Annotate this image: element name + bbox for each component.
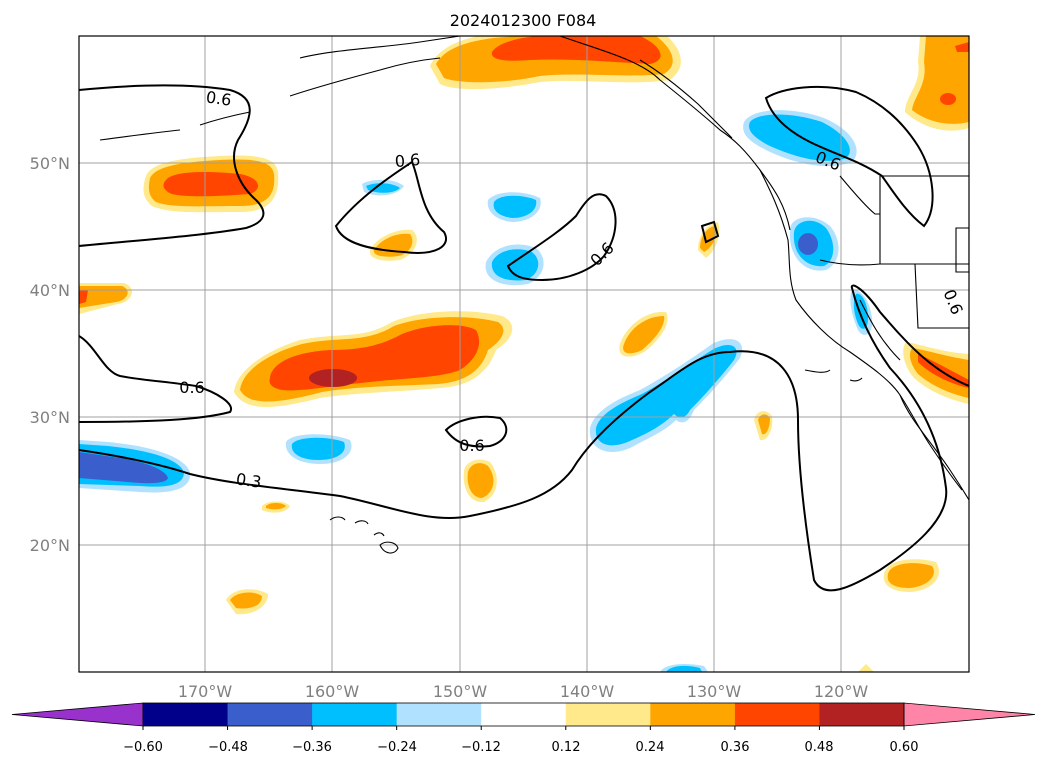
colorbar-swatch [396, 703, 482, 726]
lat-label-30n: 30°N [30, 408, 70, 427]
colorbar-label: −0.48 [208, 740, 248, 755]
contours [79, 84, 969, 592]
map-frame [78, 35, 970, 673]
lat-label-20n: 20°N [30, 536, 70, 555]
colorbar-frame [142, 702, 905, 727]
colorbar-swatch [312, 703, 398, 726]
colorbar-label: 0.60 [890, 740, 919, 755]
lon-label-170w: 170°W [178, 682, 233, 701]
contour-label-7: 0.6 [459, 436, 484, 455]
lon-label-140w: 140°W [560, 682, 615, 701]
colorbar-extend-max [903, 702, 1036, 727]
longitude-labels: 170°W 160°W 150°W 140°W 130°W 120°W [178, 682, 869, 701]
colorbar-swatches [11, 702, 1036, 727]
colorbar-swatch [734, 703, 820, 726]
colorbar-swatch [481, 703, 567, 726]
contour-label-6: 0.6 [179, 378, 204, 397]
colorbar: −0.60 −0.48 −0.36 −0.24 −0.12 0.12 0.24 … [11, 702, 1036, 755]
colorbar-label: −0.24 [377, 740, 417, 755]
map-area: 0.6 0.6 0.6 0.6 0.6 0.6 0.6 0.3 [79, 36, 969, 672]
lon-label-130w: 130°W [687, 682, 742, 701]
colorbar-ticks [142, 726, 905, 730]
colorbar-label: −0.12 [461, 740, 501, 755]
colorbar-label: 0.48 [805, 740, 834, 755]
colorbar-swatch [819, 703, 905, 726]
contour-label-2: 0.6 [394, 150, 421, 171]
colorbar-swatch [143, 703, 229, 726]
colorbar-swatch [227, 703, 313, 726]
colorbar-label: 0.12 [552, 740, 581, 755]
colorbar-label: −0.36 [292, 740, 332, 755]
colorbar-swatch [650, 703, 736, 726]
colorbar-swatch [565, 703, 651, 726]
lon-label-120w: 120°W [814, 682, 869, 701]
lon-label-160w: 160°W [305, 682, 360, 701]
latitude-labels: 50°N 40°N 30°N 20°N [30, 154, 70, 555]
coastlines [99, 36, 969, 554]
lat-label-40n: 40°N [30, 281, 70, 300]
contour-label-8: 0.3 [235, 469, 263, 491]
map-title: 2024012300 F084 [450, 11, 597, 30]
colorbar-label: −0.60 [123, 740, 163, 755]
lon-label-150w: 150°W [433, 682, 488, 701]
colorbar-label: 0.24 [636, 740, 665, 755]
colorbar-labels: −0.60 −0.48 −0.36 −0.24 −0.12 0.12 0.24 … [123, 740, 918, 755]
contour-label-1: 0.6 [205, 87, 233, 109]
lat-label-50n: 50°N [30, 154, 70, 173]
colorbar-extend-min [11, 702, 144, 727]
colorbar-label: 0.36 [721, 740, 750, 755]
